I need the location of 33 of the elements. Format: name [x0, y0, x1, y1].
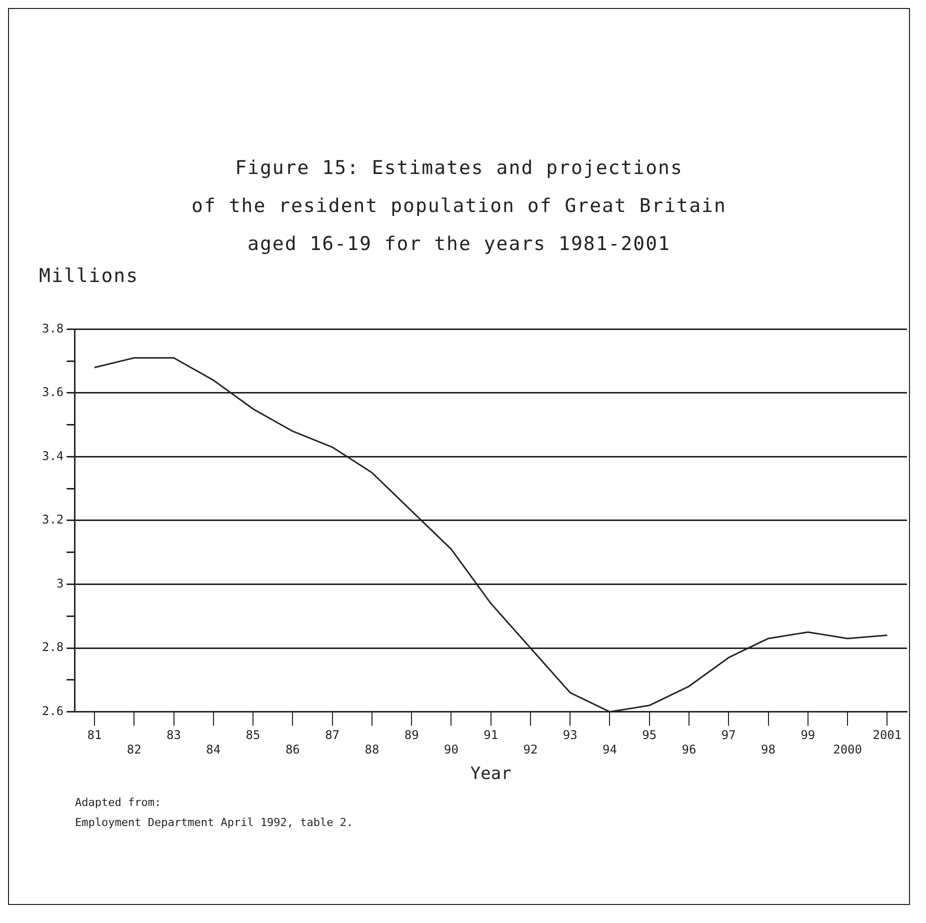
x-tick-label: 90 — [444, 742, 458, 757]
text: Employment Department April 1992, table 2. — [75, 815, 354, 831]
x-axis-title: Year — [470, 764, 512, 784]
x-tick-label: 93 — [562, 728, 578, 742]
x-tick-label: 83 — [166, 728, 181, 742]
chart-title: Figure 15: Estimates and projections of the resident population of Great Britain aged 16-19 for the years 1981-2001 — [190, 156, 728, 257]
y-axis-title: Millions — [39, 265, 139, 287]
x-tick-label: 94 — [602, 742, 617, 757]
text: Adapted from: — [75, 795, 162, 811]
x-tick-label: 89 — [404, 728, 419, 742]
y-tick-label: 3.8 — [42, 321, 64, 336]
x-tick-label: 98 — [761, 742, 776, 757]
x-tick-label: 82 — [126, 742, 142, 757]
x-tick-label: 86 — [285, 742, 300, 757]
x-tick-label: 91 — [484, 728, 498, 742]
x-tick-label: 2000 — [833, 742, 862, 757]
y-tick-label: 3.6 — [42, 385, 64, 400]
y-tick-label: 2.6 — [42, 704, 64, 718]
x-tick-label: 95 — [642, 728, 657, 742]
x-tick-label: 85 — [246, 728, 260, 742]
y-tick-label: 3.4 — [42, 448, 64, 463]
y-tick-label: 3 — [56, 576, 64, 590]
x-tick-label: 88 — [364, 742, 380, 757]
x-tick-label: 99 — [800, 728, 816, 742]
x-tick-label: 2001 — [872, 728, 902, 742]
x-tick-label: 96 — [682, 742, 696, 757]
x-tick-label: 87 — [325, 728, 340, 742]
x-tick-label: 97 — [721, 728, 736, 742]
x-tick-label: 81 — [87, 728, 102, 742]
y-tick-label: 2.8 — [42, 640, 64, 654]
x-tick-label: 84 — [206, 742, 221, 757]
x-tick-label: 92 — [523, 742, 538, 757]
y-tick-label: 3.2 — [42, 512, 64, 527]
